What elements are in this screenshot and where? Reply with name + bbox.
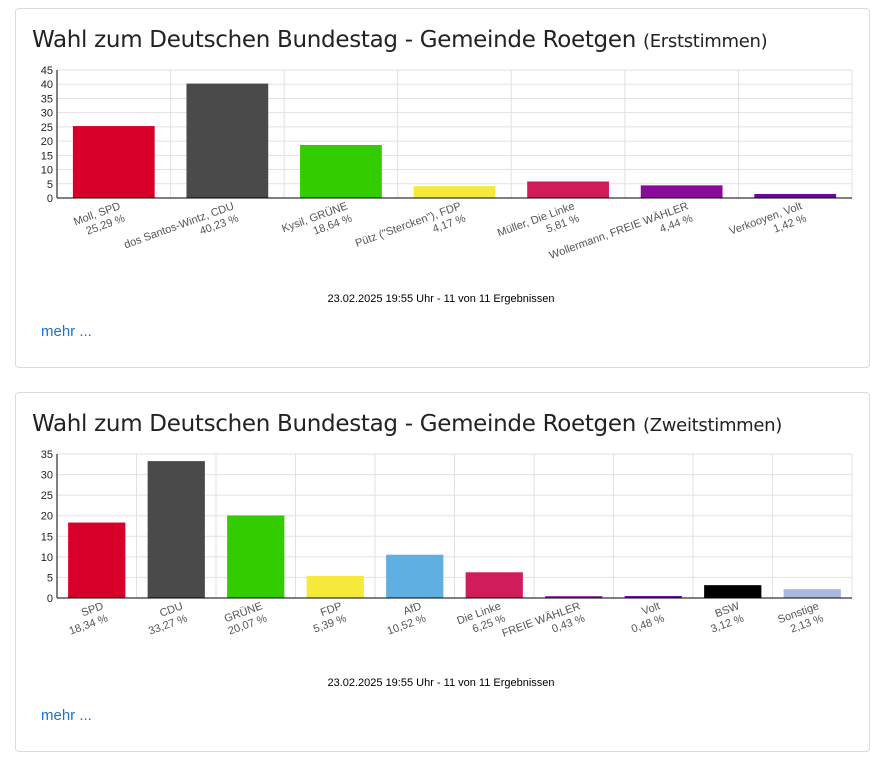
y-tick-label: 30 <box>41 108 53 120</box>
bar <box>386 554 444 598</box>
bar <box>704 585 762 598</box>
chart-subtitle: (Erststimmen) <box>643 31 768 52</box>
y-tick-label: 45 <box>41 65 53 77</box>
bar <box>465 572 523 598</box>
y-tick-label: 25 <box>41 122 53 134</box>
y-tick-label: 20 <box>41 511 53 523</box>
bar <box>72 126 155 198</box>
y-tick-label: 0 <box>47 593 53 605</box>
bar <box>640 185 723 198</box>
category-label: AfD <box>402 600 423 618</box>
y-tick-label: 15 <box>41 150 53 162</box>
y-tick-label: 15 <box>41 531 53 543</box>
bar <box>147 461 205 598</box>
more-link[interactable]: mehr ... <box>41 323 92 340</box>
bar <box>624 596 682 598</box>
result-timestamp: 23.02.2025 19:55 Uhr - 11 von 11 Ergebni… <box>327 677 555 689</box>
chart-title: Wahl zum Deutschen Bundestag - Gemeinde … <box>32 27 768 53</box>
bar <box>186 83 269 198</box>
y-tick-label: 25 <box>41 490 53 502</box>
bar <box>527 181 609 198</box>
y-tick-label: 30 <box>41 470 53 482</box>
category-label: Volt <box>640 600 661 618</box>
y-tick-label: 5 <box>47 179 53 191</box>
bar <box>227 515 285 598</box>
result-timestamp: 23.02.2025 19:55 Uhr - 11 von 11 Ergebni… <box>327 293 555 305</box>
y-tick-label: 35 <box>41 93 53 105</box>
bar <box>306 575 364 598</box>
bar <box>300 144 382 198</box>
y-tick-label: 5 <box>47 572 53 584</box>
bar <box>783 589 841 598</box>
y-tick-label: 10 <box>41 552 53 564</box>
y-tick-label: 35 <box>41 449 53 461</box>
chart-subtitle: (Zweitstimmen) <box>643 415 783 436</box>
bar <box>68 522 126 598</box>
y-tick-label: 10 <box>41 165 53 177</box>
chart-card-erststimmen: Wahl zum Deutschen Bundestag - Gemeinde … <box>15 8 870 368</box>
more-link[interactable]: mehr ... <box>41 707 92 724</box>
y-tick-label: 20 <box>41 136 53 148</box>
chart-card-zweitstimmen: Wahl zum Deutschen Bundestag - Gemeinde … <box>15 392 870 752</box>
bar <box>545 596 603 598</box>
bar <box>754 193 837 198</box>
y-tick-label: 40 <box>41 79 53 91</box>
bar <box>413 186 496 198</box>
grid <box>56 69 853 199</box>
y-tick-label: 0 <box>47 193 53 205</box>
chart-title: Wahl zum Deutschen Bundestag - Gemeinde … <box>32 411 783 437</box>
